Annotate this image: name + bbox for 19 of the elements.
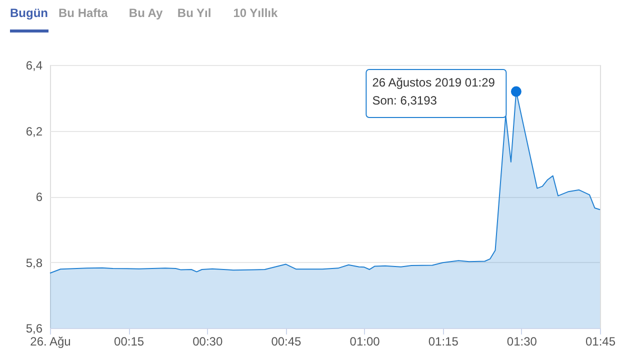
y-tick-label: 5,8	[26, 256, 43, 270]
x-tick-label: 26. Ağu	[30, 334, 71, 348]
y-tick-label: 5,6	[26, 322, 43, 336]
x-tick-label: 01:15	[428, 334, 459, 348]
y-tick-label: 6,2	[26, 124, 43, 138]
x-tick-label: 01:30	[506, 334, 538, 348]
y-tick-label: 6,4	[26, 58, 43, 72]
text: Bu Yıl	[177, 6, 212, 20]
text: Bu Hafta	[58, 6, 108, 20]
x-tick-label: 00:45	[271, 334, 302, 348]
annotation: 26 Ağustos 2019 01:29 Son: 6,3193	[372, 76, 496, 108]
x-tick-label: 01:00	[350, 334, 380, 348]
text: 10 Yıllık	[233, 6, 278, 20]
text: Bu Ay	[128, 6, 164, 20]
text: Bugün	[10, 6, 48, 20]
x-tick-label: 00:15	[114, 334, 144, 348]
x-tick-label: 01:45	[585, 334, 616, 348]
x-tick-label: 00:30	[192, 334, 223, 348]
y-tick-label: 6	[36, 190, 43, 204]
